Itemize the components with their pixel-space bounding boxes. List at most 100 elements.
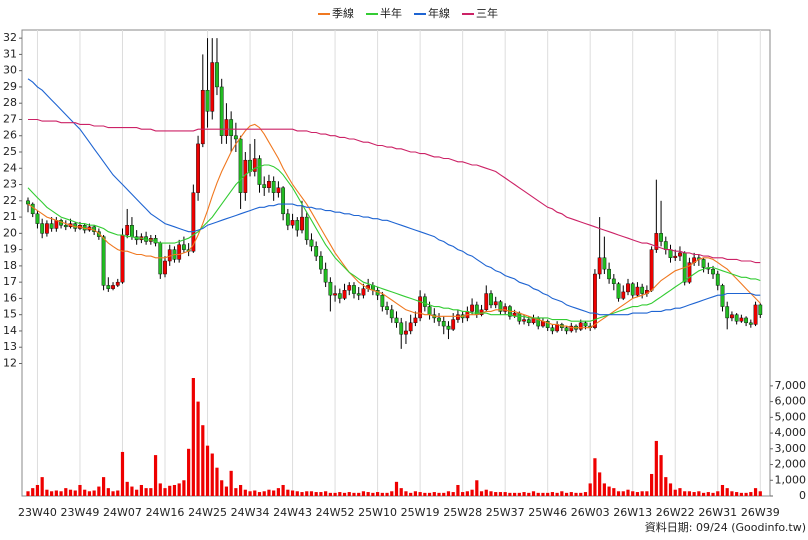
y-tick-label: 27 xyxy=(3,112,17,125)
volume-bar xyxy=(309,491,314,496)
volume-bar xyxy=(508,492,512,496)
candle-body xyxy=(493,301,498,306)
candle-body xyxy=(290,220,295,226)
x-tick-label: 23W40 xyxy=(18,506,57,519)
candle-body xyxy=(437,317,441,322)
volume-bar xyxy=(583,492,588,496)
volume-bar xyxy=(546,492,550,496)
candle-body xyxy=(215,62,219,88)
candle-body xyxy=(115,281,120,286)
candle-body xyxy=(182,244,186,250)
volume-tick-label: 7,000 xyxy=(775,379,807,392)
candle-body xyxy=(630,283,635,296)
volume-bar xyxy=(135,489,139,496)
volume-bar xyxy=(635,492,640,496)
candle-body xyxy=(267,181,271,188)
volume-bar xyxy=(361,491,366,496)
volume-bar xyxy=(692,492,696,496)
candle-body xyxy=(191,192,196,252)
ma-line xyxy=(27,123,761,329)
candle-body xyxy=(517,312,522,322)
candle-body xyxy=(484,293,489,311)
candle-body xyxy=(711,268,715,275)
volume-bar xyxy=(116,490,120,496)
volume-bar xyxy=(725,488,729,496)
volume-bar xyxy=(68,489,73,496)
x-tick-label: 24W52 xyxy=(316,506,355,519)
candle-body xyxy=(578,322,583,330)
volume-bar xyxy=(149,488,153,496)
volume-bar xyxy=(187,448,191,496)
candle-body xyxy=(44,223,49,234)
candle-body xyxy=(555,324,560,332)
volume-bar xyxy=(191,378,195,496)
x-tick-label: 26W22 xyxy=(656,506,695,519)
volume-bar xyxy=(456,484,460,496)
candle-body xyxy=(602,257,607,270)
volume-bar xyxy=(683,491,687,496)
candle-body xyxy=(498,301,503,312)
candle-body xyxy=(456,314,460,320)
candle-body xyxy=(111,285,115,289)
legend: 季線 半年 年線 三年 xyxy=(318,6,498,20)
y-tick-label: 17 xyxy=(3,275,17,288)
y-tick-label: 23 xyxy=(3,178,17,191)
candle-body xyxy=(663,241,668,250)
volume-bar xyxy=(347,492,351,496)
volume-bar xyxy=(357,492,361,496)
volume-bar xyxy=(172,484,177,496)
x-tick-label: 24W25 xyxy=(188,506,227,519)
candle-body xyxy=(49,223,54,229)
volume-bar xyxy=(163,488,167,496)
volume-bar xyxy=(319,492,323,496)
ma-line xyxy=(27,78,761,316)
volume-bar xyxy=(739,492,743,496)
candle-body xyxy=(125,225,130,236)
volume-bar xyxy=(706,492,710,496)
y-tick-label: 22 xyxy=(3,194,17,207)
candle-body xyxy=(673,255,678,258)
x-tick-label: 25W28 xyxy=(443,506,482,519)
candle-body xyxy=(583,322,588,327)
candle-body xyxy=(35,213,40,224)
volume-bar xyxy=(735,492,739,496)
candle-body xyxy=(550,327,555,332)
volume-bar xyxy=(281,484,285,496)
candle-body xyxy=(337,293,342,299)
volume-bar xyxy=(522,492,526,496)
volume-bar xyxy=(182,480,186,496)
volume-bar xyxy=(711,492,715,496)
volume-bar xyxy=(168,485,172,496)
volume-bar xyxy=(687,491,692,496)
volume-bar xyxy=(432,492,436,496)
volume-bar xyxy=(276,488,280,496)
volume-bar xyxy=(267,489,271,496)
volume-bar xyxy=(527,492,531,496)
candle-body xyxy=(356,293,361,296)
volume-bar xyxy=(616,491,621,496)
y-tick-label: 12 xyxy=(3,356,17,369)
volume-bar xyxy=(92,490,96,496)
candle-body xyxy=(63,225,68,228)
volume-bar xyxy=(673,489,677,496)
volume-bar xyxy=(177,483,181,496)
volume-bar xyxy=(314,492,318,496)
volume-bar xyxy=(120,451,125,496)
volume-bar xyxy=(678,488,682,496)
candle-body xyxy=(607,268,611,280)
volume-bar xyxy=(205,445,210,496)
candle-body xyxy=(300,216,304,231)
volume-bar xyxy=(224,486,229,496)
candle-body xyxy=(687,262,692,283)
candle-body xyxy=(522,319,526,322)
candle-body xyxy=(101,236,106,286)
volume-bar xyxy=(503,492,507,496)
candle-body xyxy=(470,304,474,312)
volume-bar xyxy=(607,486,611,496)
volume-bar xyxy=(413,491,417,496)
candle-body xyxy=(503,306,508,312)
volume-bar xyxy=(111,491,115,496)
volume-bar xyxy=(513,492,517,496)
candle-body xyxy=(545,320,550,328)
